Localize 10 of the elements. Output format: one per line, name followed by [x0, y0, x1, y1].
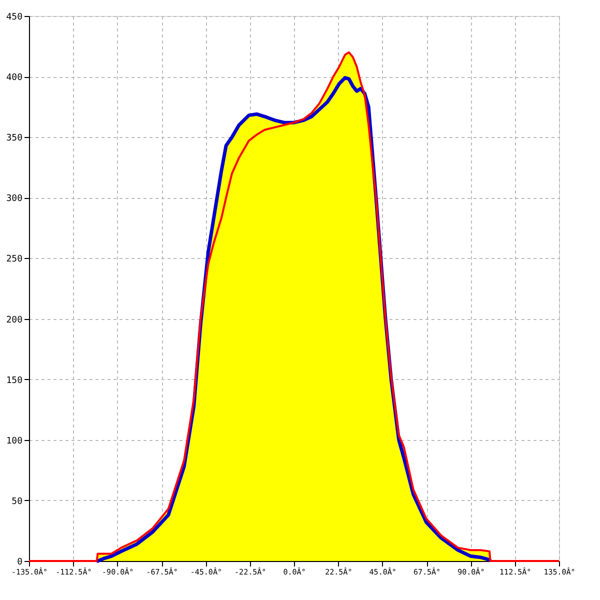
y-tick-label: 300 — [6, 194, 22, 204]
y-tick-label: 250 — [6, 254, 22, 265]
y-tick-label: 450 — [6, 12, 22, 22]
y-tick-label: 100 — [6, 436, 22, 446]
y-tick-label: 50 — [12, 496, 22, 507]
y-tick-label: 400 — [6, 73, 22, 84]
y-tick-label: 0 — [17, 558, 22, 568]
y-tick-label: 350 — [6, 134, 22, 144]
y-tick-label: 200 — [6, 315, 22, 326]
y-tick-label: 150 — [6, 376, 22, 386]
